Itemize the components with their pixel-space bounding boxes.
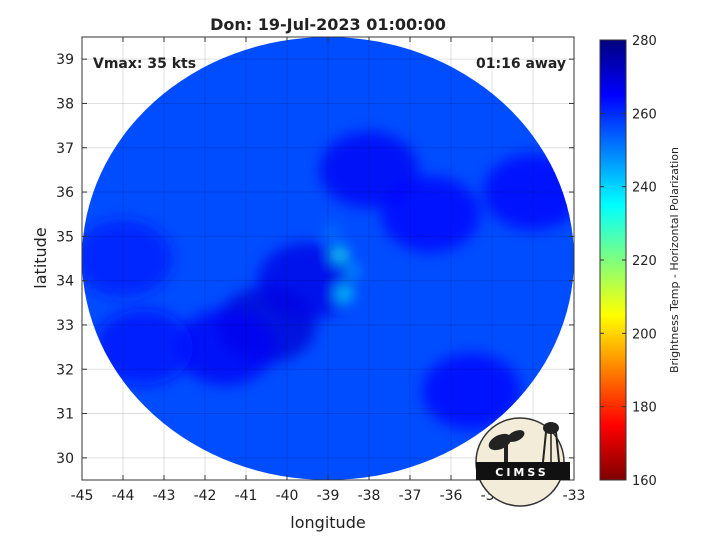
colorbar — [599, 39, 627, 481]
x-axis-label: longitude — [290, 513, 365, 532]
x-tick-label: -45 — [71, 488, 94, 504]
colorbar-tick-label: 180 — [632, 401, 657, 416]
vmax-annotation: Vmax: 35 kts — [93, 56, 196, 72]
y-tick-label: 34 — [56, 274, 74, 290]
x-tick-label: -40 — [276, 488, 299, 504]
y-tick-label: 38 — [56, 96, 74, 112]
swath-feature — [94, 309, 193, 386]
colorbar-label: Brightness Temp - Horizontal Polarizatio… — [668, 147, 681, 373]
x-tick-label: -36 — [440, 488, 463, 504]
x-tick-label: -38 — [358, 488, 381, 504]
swath-feature — [82, 220, 173, 297]
colorbar-tick-label: 260 — [632, 107, 657, 122]
time-away-annotation: 01:16 away — [476, 56, 566, 72]
x-tick-label: -39 — [317, 488, 340, 504]
y-tick-label: 30 — [56, 451, 74, 467]
x-tick-label: -33 — [563, 488, 586, 504]
chart-title: Don: 19-Jul-2023 01:00:00 — [210, 15, 446, 34]
swath-feature — [176, 309, 275, 386]
x-tick-label: -37 — [399, 488, 422, 504]
x-tick-label: -42 — [194, 488, 217, 504]
x-tick-label: -44 — [112, 488, 135, 504]
swath-feature — [333, 247, 348, 262]
swath-feature — [325, 224, 340, 239]
swath-feature — [345, 264, 360, 279]
x-tick-label: -43 — [153, 488, 176, 504]
colorbar-tick-label: 240 — [632, 181, 657, 196]
colorbar-tick-label: 160 — [632, 474, 657, 489]
x-tick-label: -41 — [235, 488, 258, 504]
y-tick-label: 32 — [56, 362, 74, 378]
y-tick-label: 37 — [56, 141, 74, 157]
y-tick-label: 31 — [56, 407, 74, 423]
colorbar-ticks: 160 180 200 220 240 260 280 — [600, 34, 657, 489]
swath-feature — [337, 286, 352, 301]
colorbar-tick-label: 200 — [632, 327, 657, 342]
y-axis-ticks: 30 31 32 33 34 35 36 37 38 39 — [56, 52, 574, 467]
cimss-logo-text: CIMSS — [495, 466, 548, 479]
y-tick-label: 39 — [56, 52, 74, 68]
colorbar-tick-label: 220 — [632, 254, 657, 269]
swath-feature — [381, 176, 480, 253]
y-tick-label: 35 — [56, 229, 74, 245]
colorbar-tick-label: 280 — [632, 34, 657, 49]
brightness-temp-swath — [82, 37, 574, 480]
y-tick-label: 33 — [56, 318, 74, 334]
swath-feature — [258, 242, 357, 319]
cimss-logo: CIMSS — [475, 417, 570, 507]
y-tick-label: 36 — [56, 185, 74, 201]
swath-feature — [422, 353, 521, 430]
y-axis-label: latitude — [31, 227, 50, 288]
